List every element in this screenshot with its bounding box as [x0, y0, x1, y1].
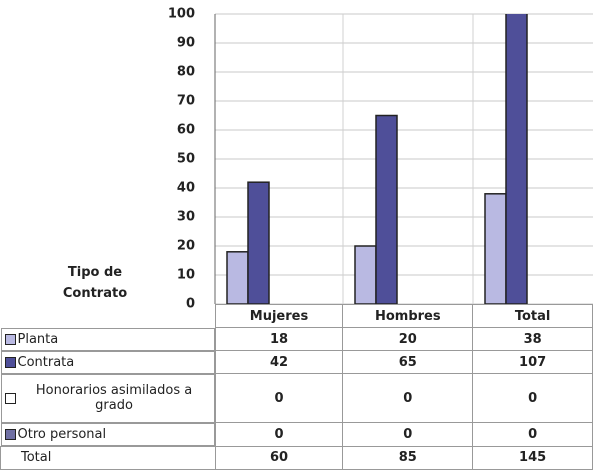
value-cell: 42: [214, 350, 344, 374]
legend-swatch: [4, 333, 16, 345]
bar: [354, 245, 377, 304]
legend-entry: Otro personal: [0, 422, 215, 446]
corner: [1, 305, 216, 328]
y-tick-label: 0: [186, 297, 195, 312]
series-row: Contrata 42 65 107: [0, 350, 593, 374]
total-row: Total 60 85 145: [0, 445, 593, 470]
legend-swatch: [4, 356, 16, 368]
legend-label: Otro personal: [17, 426, 107, 442]
y-tick-label: 20: [177, 239, 195, 254]
legend-swatch: [4, 428, 16, 440]
bar: [226, 251, 249, 304]
total-label: Total: [0, 445, 216, 470]
value-cell: 0: [472, 373, 593, 423]
value-cell: 0: [214, 422, 344, 447]
series-row: Otro personal 0 0 0: [0, 422, 593, 447]
header-row: Mujeres Hombres Total: [1, 304, 593, 328]
legend-label: Contrata: [17, 354, 75, 370]
y-tick-label: 60: [177, 123, 195, 138]
value-cell: 38: [472, 327, 593, 351]
total-cell: 85: [342, 445, 474, 470]
x-tick-label: Mujeres: [214, 304, 344, 328]
y-tick-label: 80: [177, 65, 195, 80]
y-tick-label: 30: [177, 210, 195, 225]
value-cell: 20: [342, 327, 474, 351]
value-cell: 18: [214, 327, 344, 351]
y-tick-label: 40: [177, 181, 195, 196]
x-tick-label: Hombres: [342, 304, 474, 328]
value-cell: 0: [472, 422, 593, 447]
series-row: Planta 18 20 38: [0, 327, 593, 351]
bar: [247, 181, 270, 304]
series-row: Honorarios asimilados a grado 0 0 0: [0, 373, 593, 423]
legend-entry: Planta: [0, 327, 215, 351]
bar: [375, 114, 398, 304]
value-cell: 0: [342, 373, 474, 423]
y-tick-label: 50: [177, 152, 195, 167]
bars: [226, 14, 528, 304]
y-tick-label: 70: [177, 94, 195, 109]
value-cell: 107: [472, 350, 593, 374]
y-tick-label: 90: [177, 36, 195, 51]
value-cell: 0: [342, 422, 474, 447]
bar: [484, 193, 507, 304]
legend-entry: Contrata: [0, 350, 215, 374]
value-cell: 0: [214, 373, 344, 423]
total-cell: 145: [472, 445, 593, 470]
bar: [505, 14, 528, 304]
value-cell: 65: [342, 350, 474, 374]
y-tick-label: 10: [177, 268, 195, 283]
axis-title-1: Tipo de Contrato: [63, 265, 127, 301]
x-tick-label: Total: [472, 304, 593, 328]
legend-label: Planta: [17, 331, 59, 347]
y-tick-label: 100: [168, 7, 195, 22]
total-cell: 60: [214, 445, 344, 470]
legend-swatch: [4, 392, 16, 404]
legend-entry: Honorarios asimilados a grado: [0, 373, 215, 423]
data-table: Mujeres Hombres Total Planta 18 20 38 Contrata 4…: [0, 304, 593, 470]
legend-label: Honorarios asimilados a grado: [35, 383, 193, 413]
